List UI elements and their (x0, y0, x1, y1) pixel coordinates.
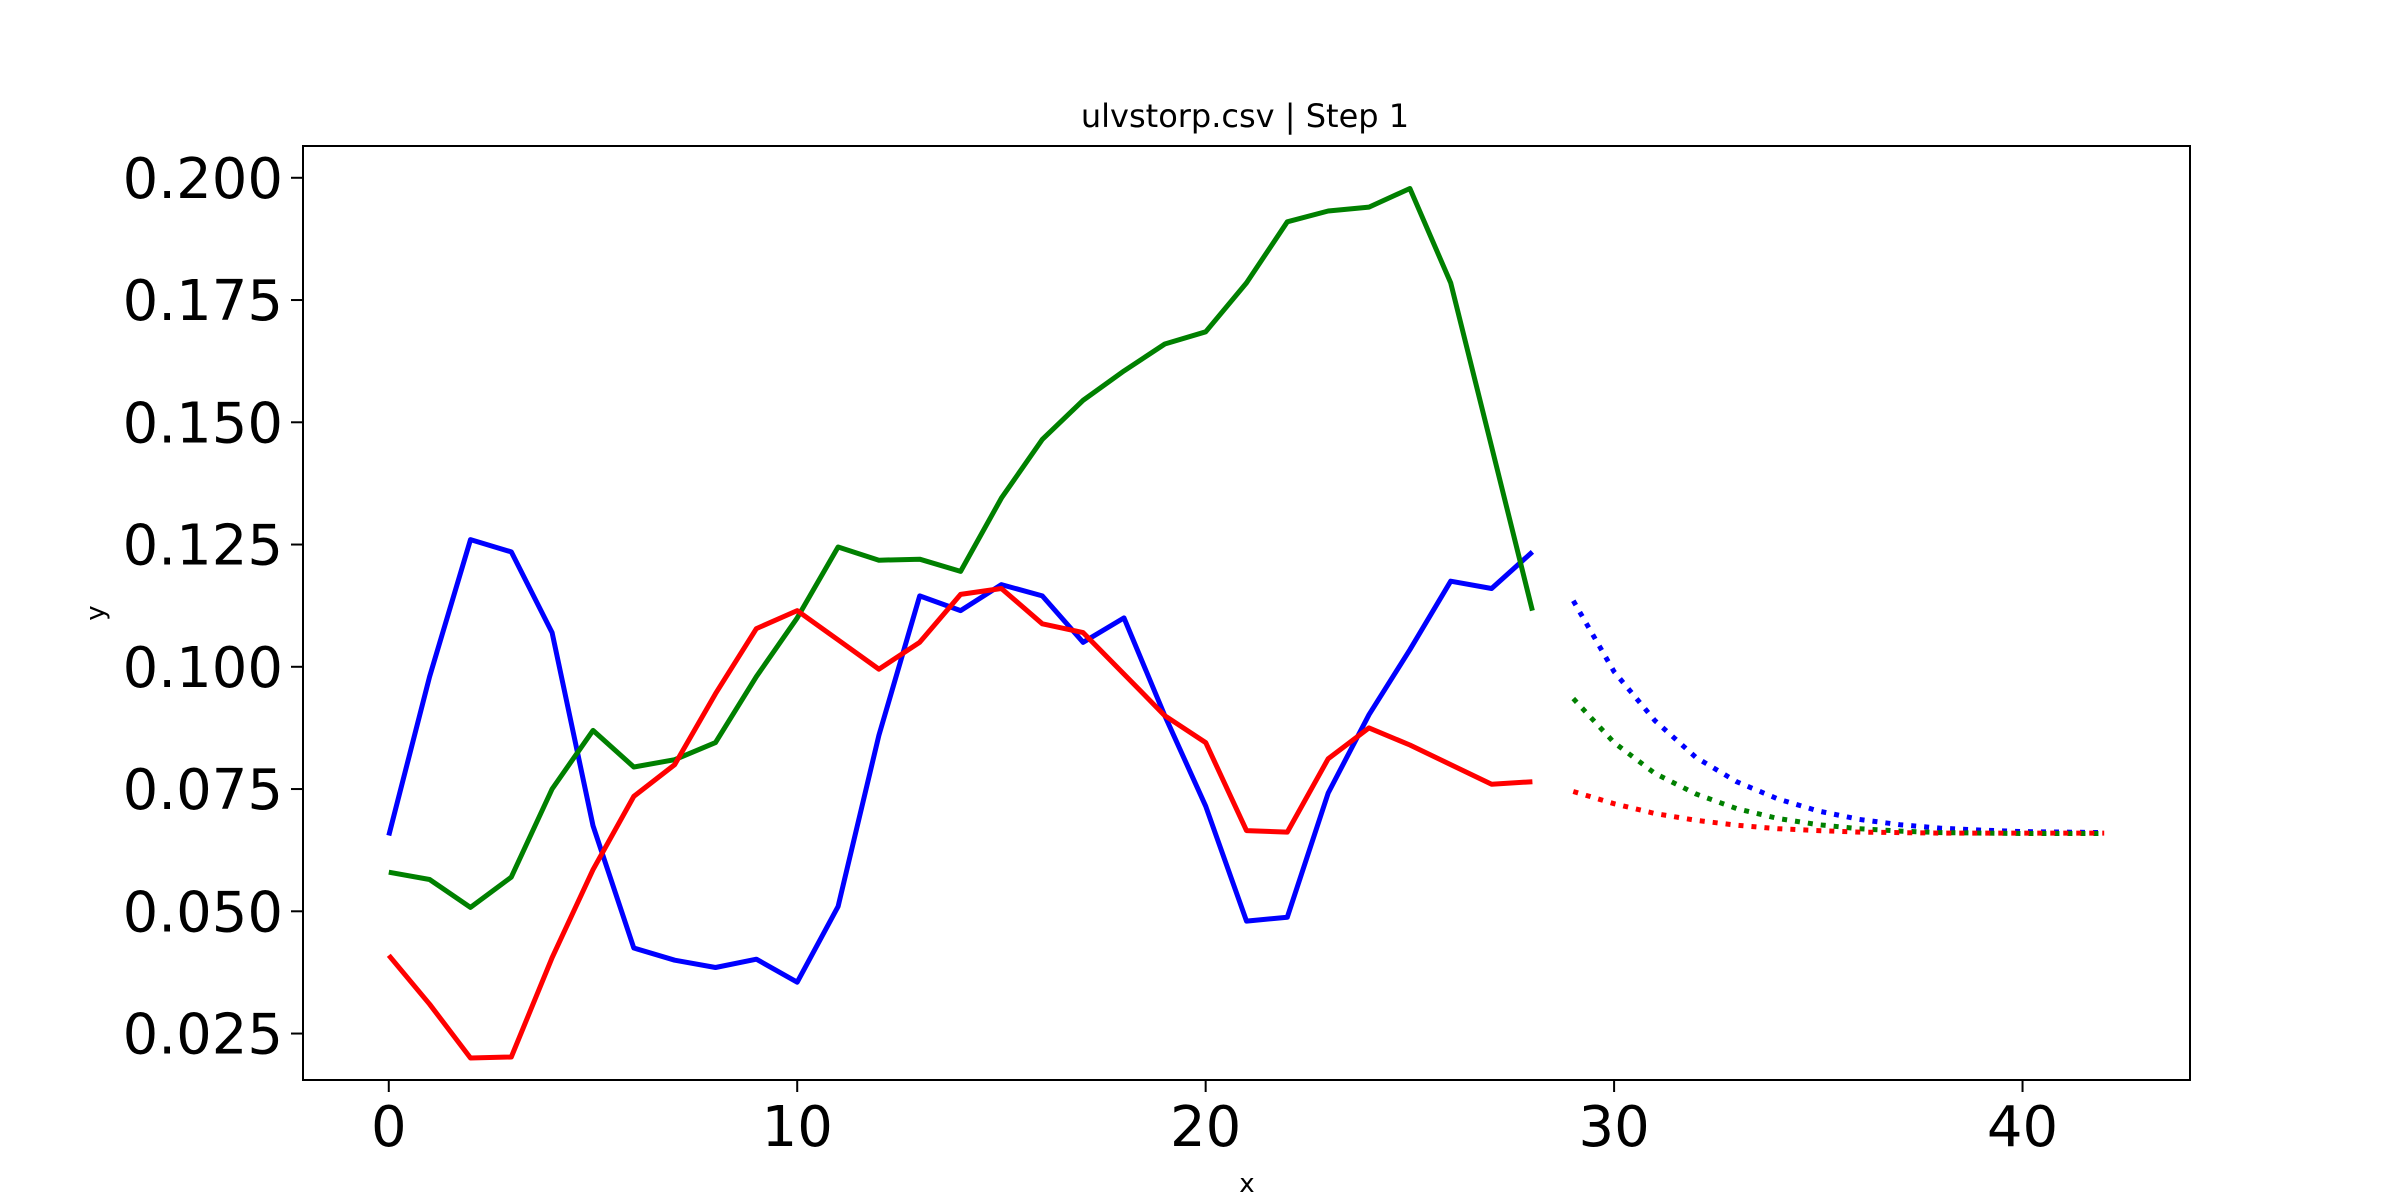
series-line-1 (386, 537, 1535, 985)
y-tick-label: 0.175 (123, 269, 283, 334)
y-tick-label: 0.075 (123, 758, 283, 823)
y-tick-label: 0.050 (123, 880, 283, 945)
series-line-3 (386, 586, 1533, 1061)
x-tick-label: 30 (1578, 1095, 1649, 1160)
x-axis: 0 10 20 30 40 (371, 1080, 2058, 1160)
plot-frame (302, 145, 2191, 1081)
chart-title: ulvstorp.csv | Step 1 (1081, 97, 1409, 135)
y-tick-label: 0.025 (123, 1003, 283, 1068)
series-layer (386, 186, 2105, 1061)
y-axis: 0.025 0.050 0.075 0.100 0.125 0.150 0.175 0.200 (123, 147, 303, 1068)
y-axis-label: y (81, 605, 111, 620)
y-tick-label: 0.100 (123, 636, 283, 701)
series-line-6 (1572, 789, 2105, 836)
x-tick-label: 10 (762, 1095, 833, 1160)
y-tick-label: 0.200 (123, 147, 283, 212)
x-tick-label: 0 (371, 1095, 407, 1160)
series-line-2 (388, 186, 1535, 910)
x-tick-label: 20 (1170, 1095, 1241, 1160)
x-tick-label: 40 (1987, 1095, 2058, 1160)
series-line-4 (1571, 599, 2105, 836)
y-tick-label: 0.125 (123, 514, 283, 579)
x-axis-label: x (1239, 1169, 1254, 1199)
y-tick-label: 0.150 (123, 391, 283, 456)
